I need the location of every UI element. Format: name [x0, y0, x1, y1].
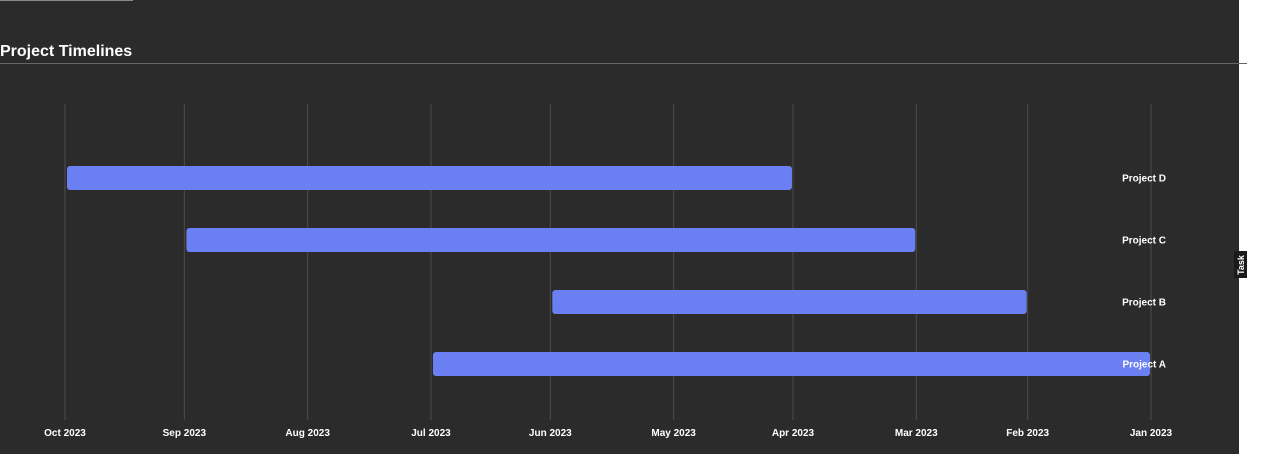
task-bar[interactable]: [432, 352, 1150, 376]
chart-panel: Project Timelines Project D Project C Proj…: [0, 0, 1247, 454]
x-tick-label: Sep 2023: [163, 428, 207, 439]
y-axis-title: Task: [1235, 254, 1246, 275]
bars: [67, 166, 1150, 376]
x-tick-label: Aug 2023: [285, 428, 330, 439]
page-title: Project Timelines: [0, 43, 133, 60]
task-bar[interactable]: [552, 290, 1027, 314]
category-label: Project D: [1122, 174, 1166, 185]
x-tick-label: Jan 2023: [1130, 428, 1173, 439]
task-bar[interactable]: [67, 166, 792, 190]
title-divider: [0, 63, 1247, 64]
x-tick-label: Mar 2023: [895, 428, 938, 439]
category-labels: Project D Project C Project B Project A: [1122, 174, 1166, 371]
x-tick-label: Oct 2023: [44, 428, 86, 439]
category-label: Project B: [1122, 298, 1166, 309]
task-bar[interactable]: [186, 228, 916, 252]
x-tick-labels: Oct 2023 Sep 2023 Aug 2023 Jul 2023 Jun 2023…: [44, 428, 1172, 439]
x-tick-label: Feb 2023: [1006, 428, 1049, 439]
x-tick-label: May 2023: [651, 428, 696, 439]
top-tab-indicator: [0, 0, 133, 1]
category-label: Project C: [1122, 236, 1166, 247]
x-tick-label: Jul 2023: [411, 428, 451, 439]
gantt-chart: Project D Project C Project B Project A Oct…: [44, 104, 1173, 439]
y-axis-title-box: [1234, 251, 1247, 278]
x-tick-label: Apr 2023: [772, 428, 815, 439]
x-tick-label: Jun 2023: [529, 428, 572, 439]
category-label: Project A: [1122, 360, 1166, 371]
